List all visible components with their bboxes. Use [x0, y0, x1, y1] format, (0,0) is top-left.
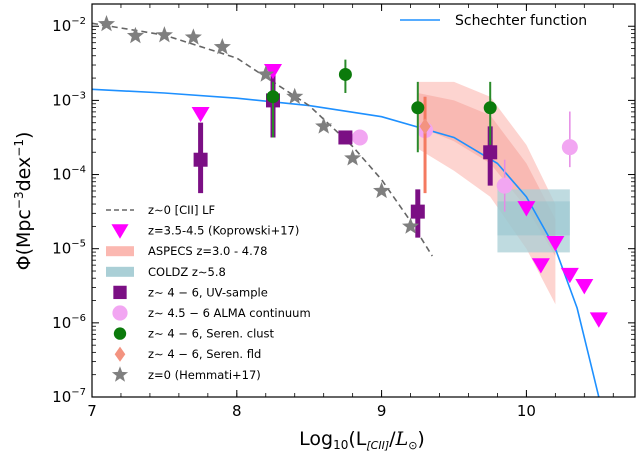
alma-point	[351, 129, 368, 146]
y-axis-label: Φ(Mpc−3dex−1)	[12, 132, 35, 271]
alma-point	[496, 177, 513, 194]
schechter-legend: Schechter function	[400, 13, 587, 29]
koprowski-point	[531, 258, 550, 274]
hemmati-point	[344, 149, 362, 166]
hemmati-point	[213, 38, 231, 55]
legend-label-koprowski: z=3.5-4.5 (Koprowski+17)	[148, 224, 299, 238]
legend-label-aspecs: ASPECS z=3.0 - 4.78	[148, 244, 267, 258]
clust-point	[483, 101, 497, 115]
legend-swatch-uv	[113, 285, 127, 300]
hemmati-point	[184, 28, 202, 45]
legend: z∼0 [CII] LF z=3.5-4.5 (Koprowski+17) ASPE…	[106, 203, 311, 382]
z0-lf-curve	[92, 22, 433, 257]
uv-point	[338, 130, 353, 145]
alma-point	[561, 139, 578, 156]
y-tick-label: 10−6	[52, 313, 86, 332]
hemmati-point	[286, 87, 304, 104]
legend-label-fld: z∼ 4 − 6, Seren. fld	[148, 347, 261, 361]
legend-label-z0_lf: z∼0 [CII] LF	[148, 203, 215, 217]
uv-point	[193, 152, 208, 167]
hemmati-point	[97, 15, 115, 32]
schechter-legend-label: Schechter function	[455, 13, 587, 29]
legend-label-uv: z∼ 4 − 6, UV-sample	[148, 285, 268, 299]
koprowski-point	[191, 106, 210, 123]
legend-swatch-fld	[114, 346, 126, 362]
data-bands	[417, 81, 570, 305]
hemmati-point	[257, 65, 275, 82]
koprowski-point	[517, 201, 536, 217]
hemmati-point	[126, 26, 144, 44]
legend-label-coldz: COLDZ z∼5.8	[148, 265, 226, 279]
legend-swatch-alma	[112, 305, 128, 321]
koprowski-point	[560, 267, 579, 284]
y-tick-label: 10−2	[52, 16, 86, 35]
clust-point	[266, 90, 280, 104]
legend-swatch-koprowski	[111, 224, 129, 239]
y-tick-label: 10−5	[52, 239, 86, 258]
uv-point	[483, 145, 498, 160]
koprowski-point	[264, 63, 282, 80]
y-tick-label: 10−7	[52, 387, 86, 406]
clust-point	[411, 101, 425, 115]
hemmati-point	[402, 217, 420, 234]
hemmati-point	[373, 181, 391, 199]
legend-label-clust: z∼ 4 − 6, Seren. clust	[148, 327, 275, 341]
x-tick-label: 10	[517, 402, 536, 420]
clust-point	[338, 67, 352, 81]
axis-ticks: 7 8 9 10 10−2 10−3 10−4 10−5 10−6 10−7	[52, 4, 635, 420]
legend-swatch-hemmati	[111, 366, 129, 382]
x-axis-label: Log10(L[CII]/L⊙)	[299, 428, 425, 452]
uv-point	[410, 204, 425, 219]
legend-label-hemmati: z=0 (Hemmati+17)	[148, 368, 261, 382]
y-tick-label: 10−4	[52, 165, 86, 184]
koprowski-point	[589, 312, 608, 328]
model-curves	[92, 22, 600, 397]
koprowski-point	[575, 279, 594, 295]
x-tick-label: 9	[377, 402, 387, 420]
y-tick-label: 10−3	[52, 90, 86, 109]
x-tick-label: 7	[87, 402, 97, 420]
legend-swatch-aspecs	[106, 246, 134, 257]
coldz-box-inner	[497, 201, 570, 236]
legend-swatch-clust	[113, 327, 127, 340]
plot-frame	[91, 3, 636, 398]
legend-swatch-coldz	[106, 266, 134, 277]
legend-label-alma: z∼ 4.5 − 6 ALMA continuum	[148, 306, 311, 320]
data-points	[97, 15, 608, 328]
x-tick-label: 8	[232, 402, 242, 420]
schechter-curve	[92, 88, 600, 397]
hemmati-point	[315, 117, 333, 134]
koprowski-point	[546, 236, 565, 252]
aspecs-band-inner	[417, 93, 556, 257]
fld-point	[419, 118, 431, 135]
hemmati-point	[155, 26, 173, 43]
